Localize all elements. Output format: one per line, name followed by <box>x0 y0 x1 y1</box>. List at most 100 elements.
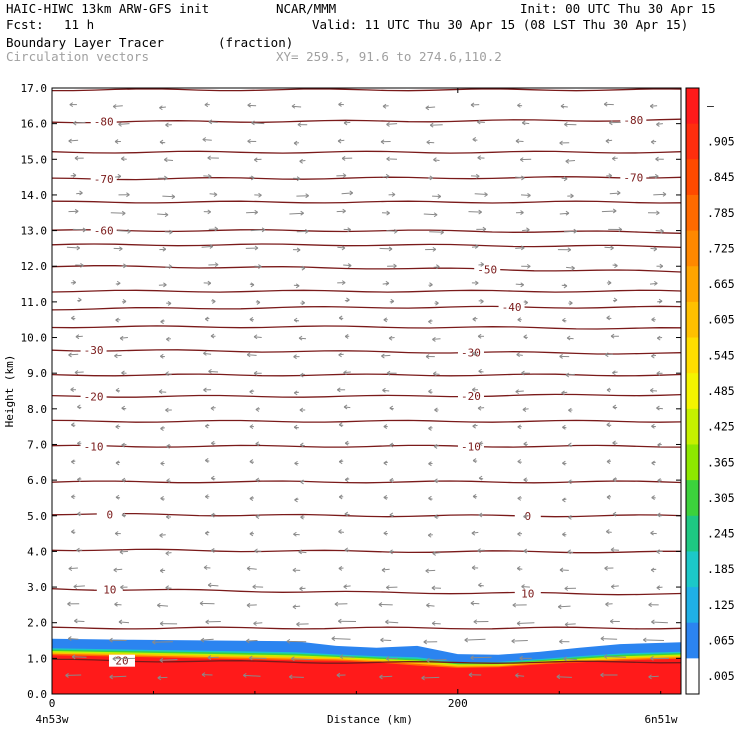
colorbar-segment <box>686 123 699 160</box>
circulation-vector <box>70 172 77 178</box>
circulation-vector <box>249 175 255 181</box>
circulation-vector <box>68 208 79 214</box>
circulation-vector <box>651 423 656 429</box>
circulation-vector <box>254 192 262 198</box>
circulation-vector <box>649 388 658 393</box>
circulation-vector <box>612 263 618 269</box>
circulation-vector <box>562 497 567 503</box>
right-endpoint-label: 6n51w <box>644 713 677 726</box>
circulation-vector <box>648 674 659 680</box>
circulation-vector <box>427 532 433 538</box>
circulation-vector <box>562 424 567 430</box>
circulation-vector <box>299 586 306 592</box>
circulation-vector <box>426 657 447 663</box>
circulation-vector <box>431 620 441 626</box>
circulation-vector <box>516 621 535 626</box>
isotherm-line <box>52 325 681 330</box>
colorbar-segment <box>686 194 699 232</box>
circulation-vector <box>656 370 663 376</box>
circulation-vector <box>254 264 262 269</box>
circulation-vector <box>657 512 663 518</box>
circulation-vector <box>338 315 344 321</box>
circulation-vector <box>512 602 527 608</box>
circulation-vector <box>471 244 479 249</box>
circulation-vector <box>74 155 84 161</box>
circulation-vector <box>338 529 344 535</box>
circulation-vector <box>471 565 479 571</box>
circulation-vector <box>517 424 522 430</box>
circulation-vector <box>253 157 262 163</box>
circulation-vector <box>249 317 254 322</box>
circulation-vector <box>515 673 525 678</box>
circulation-vector <box>166 443 171 449</box>
circulation-vector <box>565 372 575 378</box>
circulation-vector <box>300 442 305 448</box>
circulation-vector <box>118 619 130 625</box>
circulation-vector <box>516 566 523 571</box>
circulation-vector <box>109 674 127 680</box>
circulation-vector <box>70 387 77 392</box>
circulation-vector <box>387 263 397 269</box>
circulation-vector <box>429 122 443 128</box>
colorbar-label: .725 <box>707 241 735 255</box>
circulation-vector <box>165 407 172 413</box>
circulation-vector <box>612 156 618 162</box>
circulation-vector <box>296 621 309 627</box>
circulation-vector <box>519 655 532 661</box>
circulation-vector <box>341 156 353 161</box>
cross-section-endpoints: XY= 259.5, 91.6 to 274.6,110.2 <box>276 49 502 64</box>
circulation-vector <box>112 656 136 662</box>
overlay-name: Circulation vectors <box>6 49 149 64</box>
circulation-vector <box>343 120 351 126</box>
circulation-vector <box>655 228 664 234</box>
isotherm-label: 0 <box>107 508 114 521</box>
circulation-vector <box>643 637 665 643</box>
circulation-vector <box>606 459 612 464</box>
isotherm-line <box>52 150 681 154</box>
circulation-vector <box>472 494 478 499</box>
circulation-vector <box>338 459 344 465</box>
circulation-vector <box>606 315 612 321</box>
isotherm-label: -70 <box>623 171 643 184</box>
circulation-vector <box>606 387 612 393</box>
circulation-vector <box>121 442 127 448</box>
circulation-vector <box>344 440 350 446</box>
circulation-vector <box>559 354 570 359</box>
circulation-vector <box>650 246 658 252</box>
circulation-vector <box>515 210 524 215</box>
circulation-vector <box>157 175 168 181</box>
circulation-vector <box>379 674 393 680</box>
circulation-vector <box>389 477 394 483</box>
forecast-hour: 11 h <box>64 17 95 32</box>
circulation-vector <box>246 638 258 644</box>
circulation-vector <box>203 280 212 286</box>
circulation-vector <box>433 444 439 449</box>
y-tick-label: 14.0 <box>21 189 48 202</box>
circulation-vector <box>603 654 627 659</box>
circulation-vector <box>562 317 567 323</box>
circulation-vector <box>293 317 300 323</box>
isotherm-line <box>52 480 681 484</box>
circulation-vector <box>515 175 525 181</box>
circulation-vector <box>203 350 212 356</box>
circulation-vector <box>604 245 614 251</box>
circulation-vector <box>166 336 171 342</box>
circulation-vector <box>471 530 479 536</box>
circulation-vector <box>293 390 299 396</box>
circulation-vector <box>557 604 571 610</box>
circulation-vector <box>478 475 484 481</box>
model-title: HAIC-HIWC 13km ARW-GFS init <box>6 1 210 16</box>
circulation-vector <box>119 549 129 555</box>
circulation-vector <box>515 245 525 251</box>
circulation-vector <box>386 228 398 234</box>
circulation-vector <box>160 496 165 501</box>
circulation-vector <box>210 548 216 553</box>
isotherm-label-bg <box>90 172 117 185</box>
circulation-vector <box>657 478 662 483</box>
circulation-vector <box>293 354 300 360</box>
circulation-vector <box>109 637 127 643</box>
y-tick-label: 9.0 <box>27 367 47 380</box>
y-tick-label: 17.0 <box>21 82 48 95</box>
circulation-vector <box>255 299 261 305</box>
circulation-vector <box>612 477 618 483</box>
